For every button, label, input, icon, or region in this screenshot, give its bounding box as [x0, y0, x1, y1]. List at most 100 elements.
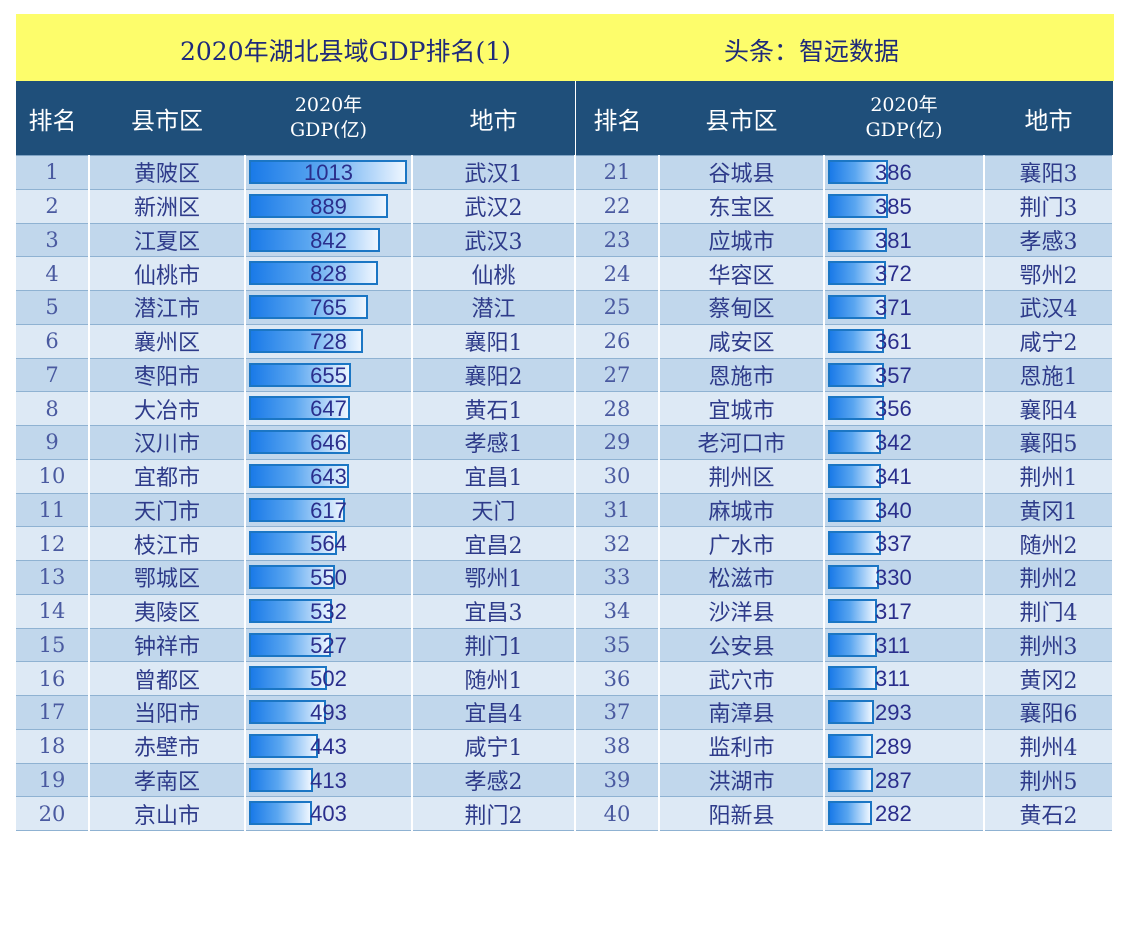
rank-cell: 23: [576, 223, 660, 258]
county-cell: 潜江市: [89, 290, 246, 325]
gdp-value: 842: [310, 227, 347, 253]
gdp-value: 403: [310, 801, 347, 827]
gdp-bar: [828, 632, 877, 657]
county-cell: 当阳市: [89, 695, 246, 730]
col-rank-header: 排名: [576, 81, 659, 156]
gdp-bar: [249, 160, 407, 184]
page-title: 2020年湖北县域GDP排名(1): [180, 37, 511, 66]
city-cell: 荆州5: [984, 763, 1114, 798]
rank-cell: 37: [576, 695, 660, 730]
county-cell: 华容区: [659, 256, 825, 291]
table-header-row: 排名 县市区 2020年 GDP(亿) 地市: [16, 81, 575, 156]
gdp-bar: [249, 700, 326, 724]
county-cell: 监利市: [659, 729, 825, 764]
gdp-cell: 550: [245, 560, 413, 595]
gdp-value: 443: [310, 733, 347, 759]
gdp-bar: [249, 531, 337, 556]
city-cell: 荆门4: [984, 594, 1114, 629]
county-cell: 新洲区: [89, 189, 246, 224]
gdp-value: 385: [875, 193, 912, 219]
gdp-value: 340: [875, 497, 912, 523]
gdp-cell: 443: [245, 729, 413, 764]
gdp-value: 532: [310, 598, 347, 624]
county-cell: 枣阳市: [89, 358, 246, 393]
city-cell: 宜昌4: [412, 695, 576, 730]
table-row: 14 夷陵区 532 宜昌3: [16, 594, 576, 629]
gdp-value: 413: [310, 767, 347, 793]
gdp-bar: [828, 362, 884, 387]
county-cell: 江夏区: [89, 223, 246, 258]
rank-cell: 8: [16, 391, 90, 426]
gdp-value: 381: [875, 227, 912, 253]
city-cell: 襄阳3: [984, 155, 1114, 190]
gdp-value: 289: [875, 733, 912, 759]
county-cell: 松滋市: [659, 560, 825, 595]
gdp-value: 341: [875, 463, 912, 489]
source-label: 头条：智远数据: [724, 37, 900, 66]
rank-cell: 19: [16, 763, 90, 798]
city-cell: 黄冈2: [984, 661, 1114, 696]
gdp-value: 386: [875, 160, 912, 185]
city-cell: 武汉1: [412, 155, 576, 190]
county-cell: 天门市: [89, 493, 246, 528]
table-row: 38 监利市 289 荆州4: [576, 729, 1114, 764]
gdp-bar: [828, 193, 888, 218]
gdp-bar: [249, 598, 332, 623]
rank-cell: 11: [16, 493, 90, 528]
gdp-value: 293: [875, 700, 912, 725]
gdp-cell: 413: [245, 763, 413, 798]
ranking-table-right: 排名 县市区 2020年 GDP(亿) 地市 21 谷城县 386 襄阳3 22 东宝区 3…: [576, 81, 1114, 831]
table-row: 30 荆州区 341 荆州1: [576, 459, 1114, 494]
table-row: 33 松滋市 330 荆州2: [576, 560, 1114, 595]
gdp-value: 342: [875, 430, 912, 455]
gdp-bar: [249, 362, 351, 387]
table-row: 40 阳新县 282 黄石2: [576, 796, 1114, 831]
city-cell: 孝感3: [984, 223, 1114, 258]
county-cell: 仙桃市: [89, 256, 246, 291]
city-cell: 武汉2: [412, 189, 576, 224]
city-cell: 鄂州1: [412, 560, 576, 595]
gdp-header-line2: GDP(亿): [865, 119, 943, 141]
table-row: 31 麻城市 340 黄冈1: [576, 493, 1114, 528]
gdp-cell: 889: [245, 189, 413, 224]
rank-cell: 4: [16, 256, 90, 291]
county-cell: 麻城市: [659, 493, 825, 528]
county-cell: 大冶市: [89, 391, 246, 426]
table-row: 32 广水市 337 随州2: [576, 526, 1114, 561]
county-cell: 赤壁市: [89, 729, 246, 764]
col-county-header: 县市区: [659, 81, 824, 156]
gdp-value: 337: [875, 531, 912, 557]
gdp-cell: 403: [245, 796, 413, 831]
title-bar: 2020年湖北县域GDP排名(1) 头条：智远数据: [16, 14, 1114, 81]
table-row: 20 京山市 403 荆门2: [16, 796, 576, 831]
county-cell: 鄂城区: [89, 560, 246, 595]
rank-cell: 21: [576, 155, 660, 190]
city-cell: 潜江: [412, 290, 576, 325]
gdp-bar: [828, 565, 879, 589]
rank-cell: 18: [16, 729, 90, 764]
gdp-bar: [828, 328, 884, 353]
county-cell: 枝江市: [89, 526, 246, 561]
table-row: 12 枝江市 564 宜昌2: [16, 526, 576, 561]
county-cell: 阳新县: [659, 796, 825, 831]
city-cell: 襄阳5: [984, 425, 1114, 460]
table-row: 26 咸安区 361 咸宁2: [576, 324, 1114, 359]
gdp-bar: [249, 430, 350, 454]
gdp-value: 655: [310, 362, 347, 388]
table-row: 24 华容区 372 鄂州2: [576, 256, 1114, 291]
gdp-value: 282: [875, 801, 912, 827]
table-row: 18 赤壁市 443 咸宁1: [16, 729, 576, 764]
col-rank-header: 排名: [16, 81, 89, 156]
city-cell: 武汉3: [412, 223, 576, 258]
rank-cell: 10: [16, 459, 90, 494]
city-cell: 随州2: [984, 526, 1114, 561]
table-row: 35 公安县 311 荆州3: [576, 628, 1114, 663]
table-row: 23 应城市 381 孝感3: [576, 223, 1114, 258]
city-cell: 襄阳2: [412, 358, 576, 393]
col-gdp-header: 2020年 GDP(亿): [245, 81, 412, 156]
table-row: 7 枣阳市 655 襄阳2: [16, 358, 576, 393]
city-cell: 宜昌2: [412, 526, 576, 561]
table-row: 19 孝南区 413 孝感2: [16, 763, 576, 798]
city-cell: 武汉4: [984, 290, 1114, 325]
city-cell: 咸宁2: [984, 324, 1114, 359]
